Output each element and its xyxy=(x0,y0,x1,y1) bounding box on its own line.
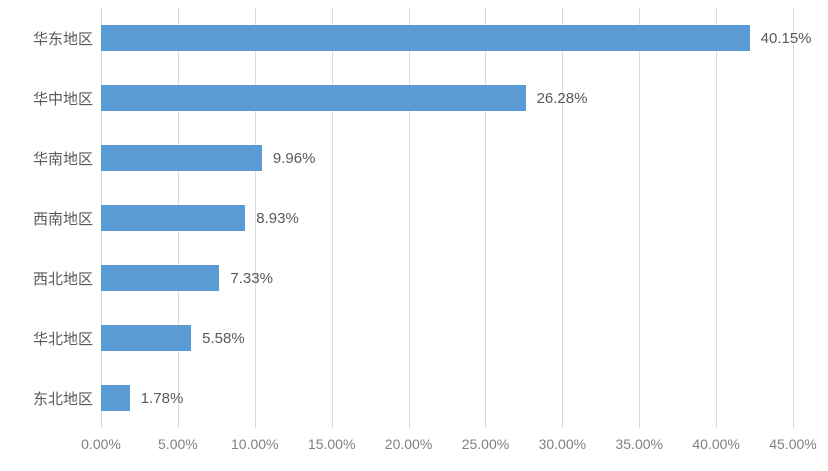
x-axis: 0.00% 5.00% 10.00% 15.00% 20.00% 25.00% 30.00%… xyxy=(81,436,817,458)
x-axis-tick-label: 25.00% xyxy=(461,436,510,452)
gridline xyxy=(793,8,794,428)
bar-track: 8.93% xyxy=(101,205,828,231)
bar-row: 东北地区 1.78% xyxy=(0,368,828,428)
value-label: 8.93% xyxy=(256,209,299,227)
value-label: 1.78% xyxy=(140,389,184,407)
x-axis-tick-label: 15.00% xyxy=(307,436,356,452)
category-label: 华南地区 xyxy=(32,150,93,168)
category-label: 东北地区 xyxy=(32,390,93,408)
value-label: 5.58% xyxy=(202,329,245,347)
bar xyxy=(101,385,130,411)
bar-row: 西北地区 7.33% xyxy=(0,248,828,308)
x-axis-tick-label: 30.00% xyxy=(538,436,587,452)
bar-row: 华中地区 26.28% xyxy=(0,68,828,128)
gridline xyxy=(331,8,333,428)
bar-track: 1.78% xyxy=(101,385,828,411)
category-label: 华北地区 xyxy=(32,330,93,348)
bar-track: 5.58% xyxy=(101,325,828,351)
category-label: 华中地区 xyxy=(32,90,93,108)
value-label: 40.15% xyxy=(760,29,812,47)
bar-row: 华北地区 5.58% xyxy=(0,308,828,368)
value-label: 7.33% xyxy=(230,269,273,287)
bar-row: 华东地区 40.15% xyxy=(0,8,828,68)
gridline xyxy=(639,8,641,428)
category-label: 西北地区 xyxy=(32,270,93,288)
bar xyxy=(101,265,220,291)
x-axis-tick-label: 0.00% xyxy=(81,436,121,452)
gridline xyxy=(562,8,564,428)
value-label: 9.96% xyxy=(272,149,316,167)
bar-row: 华南地区 9.96% xyxy=(0,128,828,188)
x-axis-tick-label: 35.00% xyxy=(615,436,663,452)
bar-track: 7.33% xyxy=(101,265,828,291)
bar-track: 26.28% xyxy=(101,85,828,111)
category-label: 华东地区 xyxy=(32,30,93,48)
x-axis-tick-label: 5.00% xyxy=(158,436,198,452)
bar-row: 西南地区 8.93% xyxy=(0,188,828,248)
bar xyxy=(101,205,246,231)
x-axis-tick-label: 45.00% xyxy=(769,436,817,452)
bar xyxy=(101,325,192,351)
x-axis-tick-label: 20.00% xyxy=(384,436,433,452)
bar-track: 9.96% xyxy=(101,145,828,171)
value-label: 26.28% xyxy=(536,89,588,107)
category-label: 西南地区 xyxy=(32,210,93,228)
gridline xyxy=(408,8,410,428)
gridline xyxy=(716,8,718,428)
bar xyxy=(101,145,262,171)
bar xyxy=(101,25,750,51)
gridline xyxy=(485,8,487,428)
bar xyxy=(101,85,526,111)
x-axis-tick-label: 40.00% xyxy=(692,436,740,452)
gridline xyxy=(254,8,256,428)
x-axis-tick-label: 10.00% xyxy=(231,436,279,452)
bar-track: 40.15% xyxy=(101,25,828,51)
bar-rows: 华东地区 40.15% 华中地区 26.28% 华南地区 9.96% 西南地区 8.93% 西北… xyxy=(0,8,828,428)
